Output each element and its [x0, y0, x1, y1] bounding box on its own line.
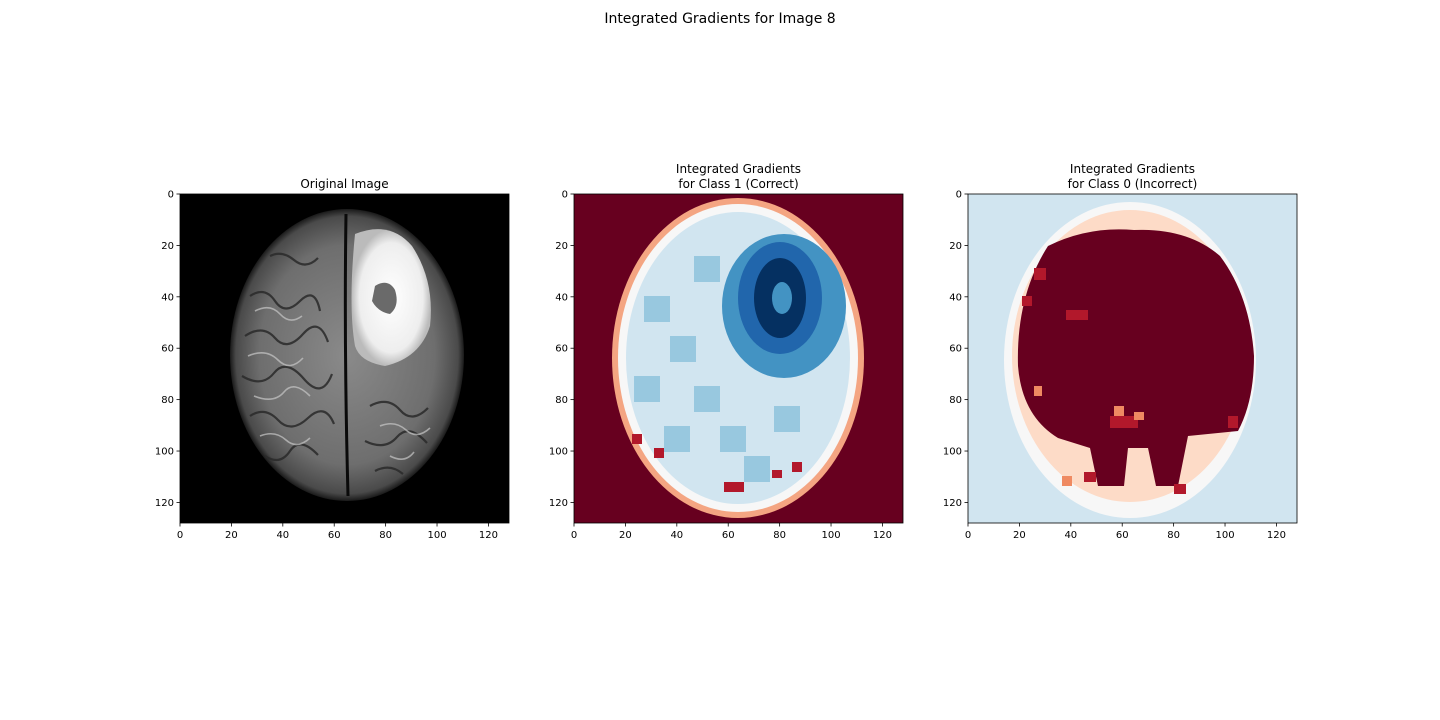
y-tick-label: 80: [555, 395, 568, 406]
y-tick-label: 20: [161, 241, 174, 252]
y-tick-label: 100: [549, 447, 568, 458]
panel-title-class1: Integrated Gradients for Class 1 (Correc…: [675, 162, 802, 191]
tumor-core: [372, 282, 397, 314]
brain-gyri-bright: [247, 306, 431, 460]
x-tick-label: 20: [1013, 530, 1026, 541]
ig-class0-red-speckles: [1022, 268, 1238, 494]
y-tick-label: 20: [555, 241, 568, 252]
y-tick-label: 120: [155, 498, 174, 509]
y-tick-label: 60: [949, 344, 962, 355]
x-tick-label: 40: [276, 530, 289, 541]
x-tick-label: 80: [1167, 530, 1180, 541]
ig-class0-y-axis: 0 20 40 60 80 100 120: [943, 190, 968, 509]
y-tick-label: 120: [943, 498, 962, 509]
ig-class1-y-axis: 0 20 40 60 80 100 120: [549, 190, 574, 509]
y-tick-label: 0: [168, 190, 174, 201]
x-tick-label: 60: [1116, 530, 1129, 541]
y-tick-label: 20: [949, 241, 962, 252]
panel-title-original: Original Image: [300, 177, 389, 191]
y-tick-label: 100: [943, 447, 962, 458]
y-tick-label: 40: [161, 292, 174, 303]
y-tick-label: 80: [949, 395, 962, 406]
x-tick-label: 0: [177, 530, 183, 541]
brain-gyri: [241, 252, 429, 475]
ig-class1-tumor-hole: [772, 282, 792, 314]
x-tick-label: 20: [619, 530, 632, 541]
midline: [343, 213, 350, 497]
x-tick-label: 100: [427, 530, 446, 541]
ig-class0-plot: 0 20 40 60 80 100 120 0 20 40 60 80 100 120: [943, 190, 1298, 541]
y-tick-label: 100: [155, 447, 174, 458]
ig-class1-red-speckles: [632, 434, 802, 492]
x-tick-label: 120: [873, 530, 892, 541]
ig-class1-plot: 0 20 40 60 80 100 120 0 20 40 60 80 100 120: [549, 190, 904, 541]
ig-class0-brain: [1017, 229, 1254, 486]
y-tick-label: 120: [549, 498, 568, 509]
ig-class1-frame: [573, 193, 904, 524]
ig-class0-salmon-speckles: [1034, 386, 1144, 486]
y-tick-label: 80: [161, 395, 174, 406]
x-tick-label: 100: [821, 530, 840, 541]
x-tick-label: 120: [479, 530, 498, 541]
y-tick-label: 0: [562, 190, 568, 201]
y-tick-label: 40: [555, 292, 568, 303]
y-tick-label: 0: [956, 190, 962, 201]
x-tick-label: 40: [670, 530, 683, 541]
original-image-y-axis: 0 20 40 60 80 100 120: [155, 190, 180, 509]
x-tick-label: 60: [722, 530, 735, 541]
x-tick-label: 0: [965, 530, 971, 541]
figure-title: Integrated Gradients for Image 8: [604, 11, 836, 27]
x-tick-label: 60: [328, 530, 341, 541]
x-tick-label: 20: [225, 530, 238, 541]
x-tick-label: 80: [773, 530, 786, 541]
y-tick-label: 60: [161, 344, 174, 355]
y-tick-label: 40: [949, 292, 962, 303]
original-image-plot: 0 20 40 60 80 100 120 0 20 40 60 80 100 120: [155, 190, 510, 541]
x-tick-label: 120: [1267, 530, 1286, 541]
original-image-frame: [179, 193, 510, 524]
x-tick-label: 80: [379, 530, 392, 541]
ig-class0-frame: [967, 193, 1298, 524]
ig-class1-x-axis: 0 20 40 60 80 100 120: [571, 523, 892, 541]
panel-title-class0: Integrated Gradients for Class 0 (Incorr…: [1067, 162, 1198, 191]
ig-class1-blue-patches: [634, 256, 800, 482]
x-tick-label: 100: [1215, 530, 1234, 541]
original-image-x-axis: 0 20 40 60 80 100 120: [177, 523, 498, 541]
x-tick-label: 0: [571, 530, 577, 541]
y-tick-label: 60: [555, 344, 568, 355]
x-tick-label: 40: [1064, 530, 1077, 541]
ig-class0-x-axis: 0 20 40 60 80 100 120: [965, 523, 1286, 541]
